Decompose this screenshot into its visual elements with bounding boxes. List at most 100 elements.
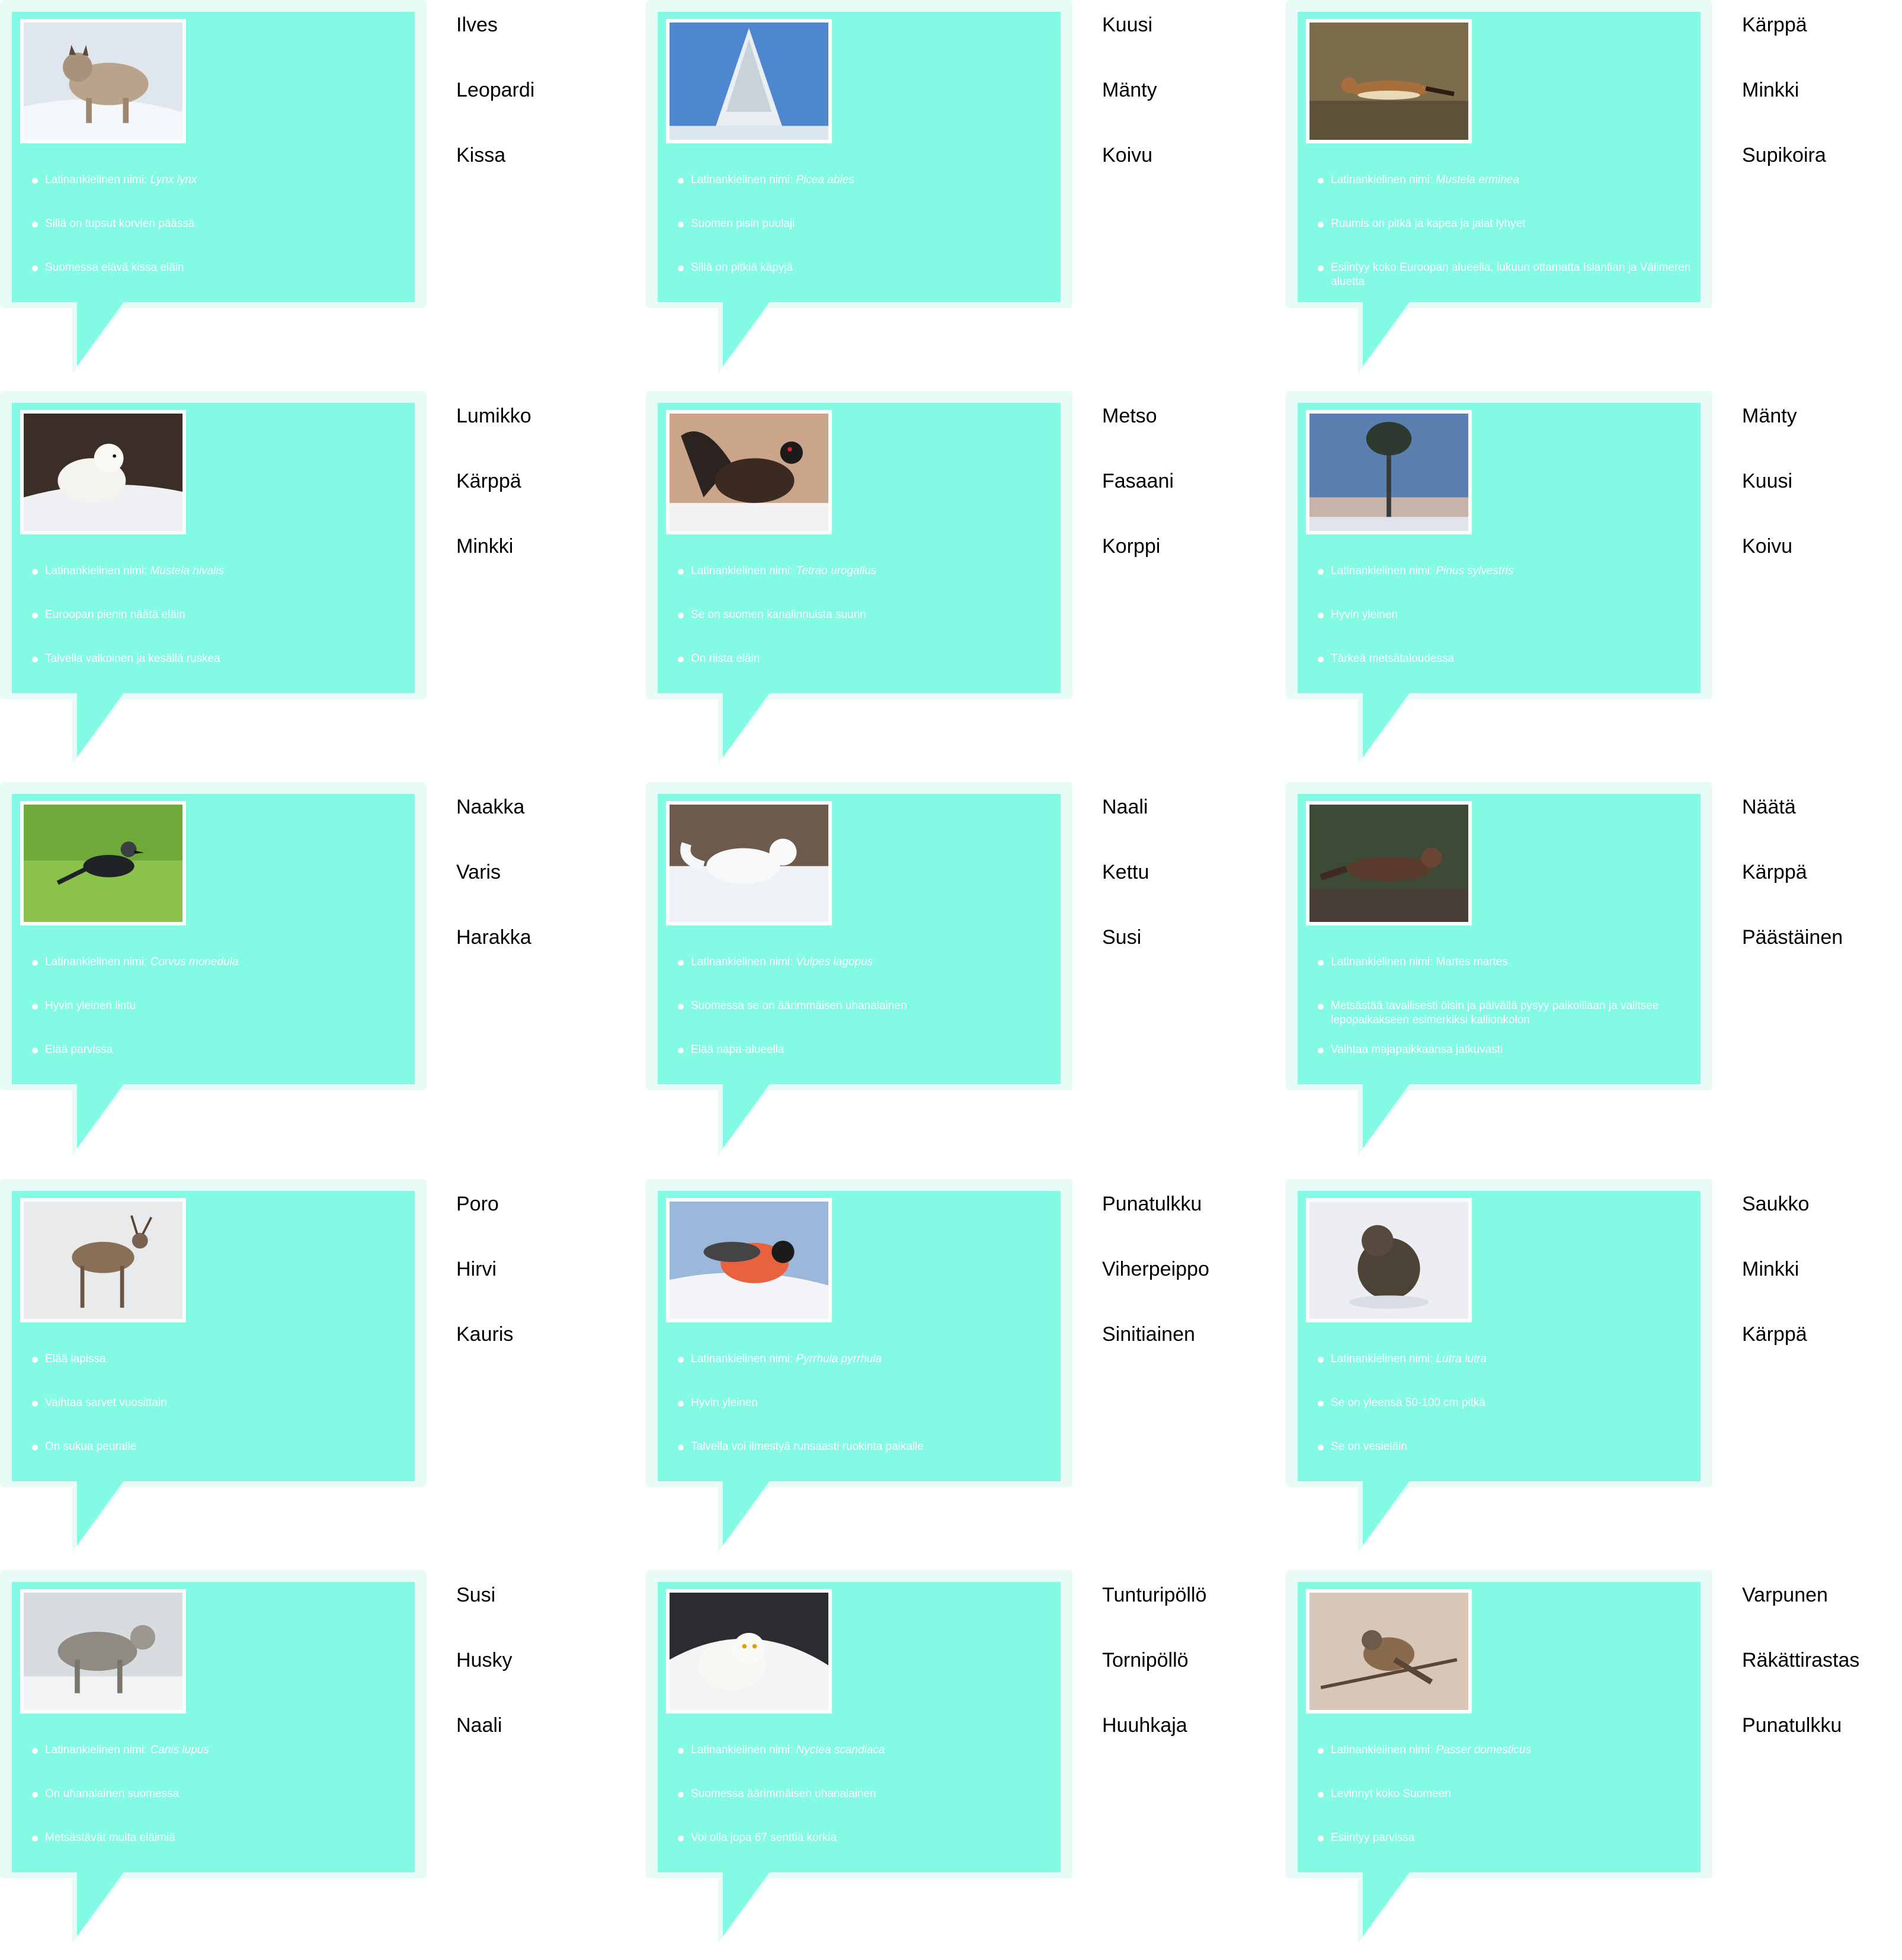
stoat-photo xyxy=(1306,19,1472,143)
fact-list: Latinankielinen nimi: Passer domesticus L… xyxy=(1315,1743,1695,1875)
answer-option[interactable]: Koivu xyxy=(1102,144,1153,166)
answer-option[interactable]: Kuusi xyxy=(1742,470,1793,492)
answer-option[interactable]: Husky xyxy=(456,1649,513,1671)
answer-option[interactable]: Fasaani xyxy=(1102,470,1174,492)
answer-option[interactable]: Näätä xyxy=(1742,796,1796,818)
fact-text: Latinankielinen nimi: xyxy=(691,565,796,577)
answer-option[interactable]: Naakka xyxy=(456,796,525,818)
quiz-card: Latinankielinen nimi: Corvus monedula Hyv… xyxy=(0,782,640,1161)
weasel-photo xyxy=(20,410,186,534)
answer-option[interactable]: Supikoira xyxy=(1742,144,1826,166)
answer-options: Susi Husky Naali xyxy=(456,1582,634,1778)
answer-option[interactable]: Tunturipöllö xyxy=(1102,1584,1207,1606)
speech-bubble: Elää lapissa Vaihtaa sarvet vuosittain On … xyxy=(12,1191,415,1481)
answer-option[interactable]: Päästäinen xyxy=(1742,926,1843,949)
fact-text: Sillä on tupsut korvien päässä xyxy=(45,217,195,230)
fact-text: Se on vesieläin xyxy=(1331,1440,1407,1453)
answer-option[interactable]: Tornipöllö xyxy=(1102,1649,1189,1671)
speech-bubble: Latinankielinen nimi: Picea abies Suomen … xyxy=(658,12,1061,302)
answer-option[interactable]: Harakka xyxy=(456,926,531,949)
fact-item: Latinankielinen nimi: Vulpes lagopus xyxy=(675,955,1055,999)
reindeer-photo xyxy=(20,1198,186,1322)
fact-text: On uhanalainen suomessa xyxy=(45,1788,180,1800)
answer-options: Tunturipöllö Tornipöllö Huuhkaja xyxy=(1102,1582,1280,1778)
answer-option[interactable]: Susi xyxy=(456,1584,496,1606)
speech-bubble-tail xyxy=(1363,1871,1410,1936)
answer-options: Näätä Kärppä Päästäinen xyxy=(1742,794,1902,989)
answer-option[interactable]: Ilves xyxy=(456,14,498,36)
speech-bubble-tail xyxy=(77,1480,124,1545)
fact-text: Latinankielinen nimi: xyxy=(691,956,796,968)
answer-option[interactable]: Kärppä xyxy=(1742,1323,1807,1346)
fact-item: Elää lapissa xyxy=(30,1352,409,1396)
quiz-card: Latinankielinen nimi: Pyrrhula pyrrhula H… xyxy=(646,1179,1286,1558)
answer-options: Ilves Leopardi Kissa xyxy=(456,12,634,207)
answer-option[interactable]: Saukko xyxy=(1742,1193,1810,1215)
speech-bubble: Latinankielinen nimi: Canis lupus On uhan… xyxy=(12,1582,415,1872)
answer-option[interactable]: Minkki xyxy=(1742,1258,1799,1280)
fact-item: Esiintyy koko Euroopan alueella, lukuun … xyxy=(1315,261,1695,305)
fact-item: Latinankielinen nimi: Tetrao urogallus xyxy=(675,564,1055,608)
fact-text: Hyvin yleinen xyxy=(1331,609,1398,621)
answer-option[interactable]: Korppi xyxy=(1102,535,1161,558)
fact-item: Latinankielinen nimi: Picea abies xyxy=(675,173,1055,217)
fact-item: Latinankielinen nimi: Lynx lynx xyxy=(30,173,409,217)
speech-bubble-tail xyxy=(77,692,124,757)
fact-text: Voi olla jopa 67 senttiä korkia xyxy=(691,1831,837,1844)
speech-bubble-tail xyxy=(723,1480,770,1545)
answer-option[interactable]: Kissa xyxy=(456,144,506,166)
answer-option[interactable]: Poro xyxy=(456,1193,499,1215)
answer-option[interactable]: Varis xyxy=(456,861,501,883)
answer-option[interactable]: Susi xyxy=(1102,926,1142,949)
answer-option[interactable]: Punatulkku xyxy=(1102,1193,1202,1215)
answer-option[interactable]: Leopardi xyxy=(456,79,535,101)
answer-options: Saukko Minkki Kärppä xyxy=(1742,1191,1902,1386)
speech-bubble: Latinankielinen nimi: Pyrrhula pyrrhula H… xyxy=(658,1191,1061,1481)
speech-bubble: Latinankielinen nimi: Passer domesticus L… xyxy=(1298,1582,1701,1872)
answer-option[interactable]: Metso xyxy=(1102,405,1157,427)
answer-option[interactable]: Minkki xyxy=(456,535,514,558)
latin-name: Picea abies xyxy=(796,174,854,186)
fact-item: Talvella valkoinen ja kesällä ruskea xyxy=(30,652,409,696)
answer-option[interactable]: Räkättirastas xyxy=(1742,1649,1860,1671)
fact-item: Levinnyt koko Suomeen xyxy=(1315,1787,1695,1831)
answer-option[interactable]: Sinitiainen xyxy=(1102,1323,1195,1346)
speech-bubble-tail xyxy=(1363,692,1410,757)
answer-option[interactable]: Kauris xyxy=(456,1323,514,1346)
answer-options: Naakka Varis Harakka xyxy=(456,794,634,989)
quiz-card: Latinankielinen nimi: Tetrao urogallus Se… xyxy=(646,391,1286,770)
answer-option[interactable]: Kuusi xyxy=(1102,14,1153,36)
fact-list: Latinankielinen nimi: Picea abies Suomen … xyxy=(675,173,1055,305)
speech-bubble-tail xyxy=(723,692,770,757)
speech-bubble-tail xyxy=(723,301,770,366)
answer-option[interactable]: Minkki xyxy=(1742,79,1799,101)
answer-option[interactable]: Lumikko xyxy=(456,405,531,427)
answer-option[interactable]: Naali xyxy=(456,1714,502,1737)
fact-item: Latinankielinen nimi: Mustela erminea xyxy=(1315,173,1695,217)
quiz-card: Latinankielinen nimi: Lynx lynx Sillä on … xyxy=(0,0,640,379)
answer-option[interactable]: Hirvi xyxy=(456,1258,497,1280)
answer-option[interactable]: Huuhkaja xyxy=(1102,1714,1187,1737)
marten-photo xyxy=(1306,801,1472,925)
fact-item: Latinankielinen nimi: Corvus monedula xyxy=(30,955,409,999)
answer-option[interactable]: Kärppä xyxy=(1742,14,1807,36)
fact-item: Euroopan pienin näätä eläin xyxy=(30,608,409,652)
answer-option[interactable]: Viherpeippo xyxy=(1102,1258,1209,1280)
fact-item: On uhanalainen suomessa xyxy=(30,1787,409,1831)
fact-text: Suomessa äärimmäisen uhanalainen xyxy=(691,1788,876,1800)
answer-option[interactable]: Kettu xyxy=(1102,861,1149,883)
latin-name: Tetrao urogallus xyxy=(796,565,877,577)
answer-option[interactable]: Naali xyxy=(1102,796,1148,818)
answer-option[interactable]: Punatulkku xyxy=(1742,1714,1842,1737)
latin-name: Vulpes lagopus xyxy=(796,956,873,968)
answer-option[interactable]: Kärppä xyxy=(1742,861,1807,883)
answer-option[interactable]: Mänty xyxy=(1102,79,1157,101)
answer-option[interactable]: Mänty xyxy=(1742,405,1797,427)
answer-option[interactable]: Kärppä xyxy=(456,470,521,492)
quiz-card: Latinankielinen nimi: Passer domesticus L… xyxy=(1286,1570,1902,1949)
quiz-card: Latinankielinen nimi: Mustela nivalis Eur… xyxy=(0,391,640,770)
answer-option[interactable]: Varpunen xyxy=(1742,1584,1828,1606)
latin-name: Pyrrhula pyrrhula xyxy=(796,1353,882,1365)
answer-option[interactable]: Koivu xyxy=(1742,535,1793,558)
